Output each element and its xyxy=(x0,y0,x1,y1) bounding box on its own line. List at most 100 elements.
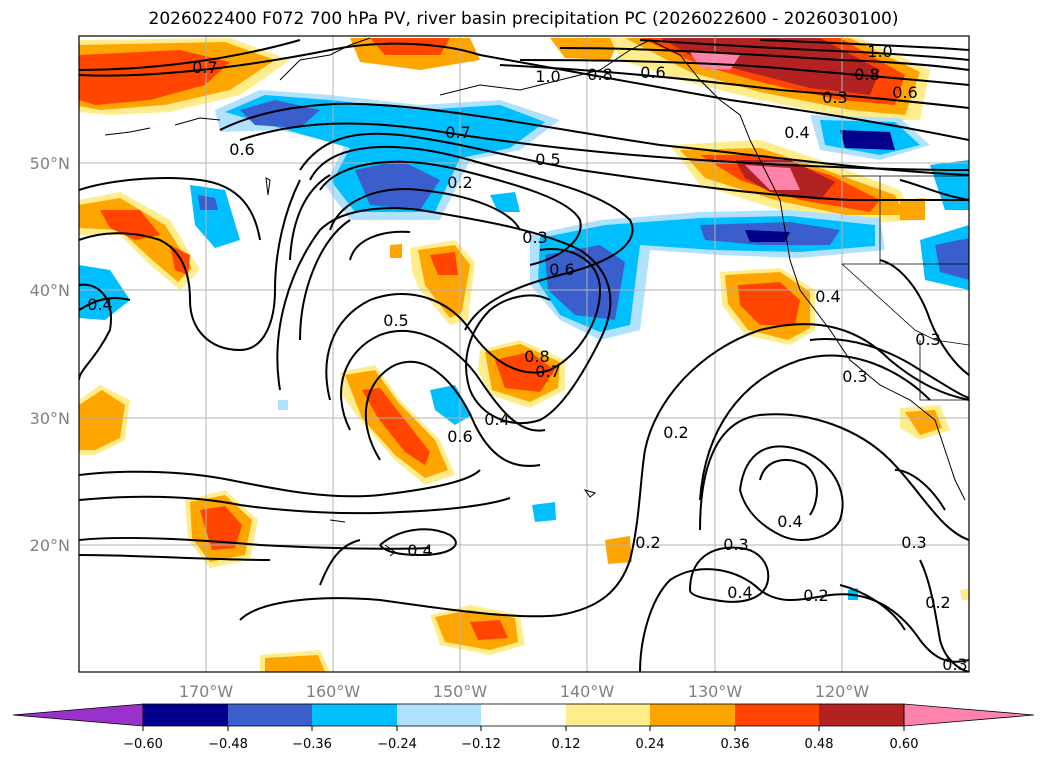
colorbar-tick-label: 0.36 xyxy=(721,737,750,752)
colorbar-tick-label: −0.36 xyxy=(292,737,332,752)
pv-contour-label: 0.4 xyxy=(777,512,802,531)
pv-contour-label: 0.2 xyxy=(925,593,950,612)
pv-contour-label: 0.3 xyxy=(942,655,967,674)
pv-contour-label: 0.8 xyxy=(524,347,549,366)
pv-contour-label: 0.5 xyxy=(535,150,560,169)
colorbar-swatch xyxy=(228,704,312,726)
longitude-labels: 170°W 160°W 150°W 140°W 130°W 120°W xyxy=(179,682,870,701)
pv-contour-label: 0.7 xyxy=(535,362,560,381)
pv-contour-label: 0.3 xyxy=(723,535,748,554)
pv-contour-label: 0.6 xyxy=(549,260,574,279)
colorbar-swatch xyxy=(143,704,228,726)
lon-label: 130°W xyxy=(688,682,743,701)
precip-positive-region xyxy=(418,245,470,318)
lat-label: 50°N xyxy=(30,154,70,173)
precip-negative-region xyxy=(430,385,472,425)
gridlines xyxy=(79,36,969,672)
precip-positive-region xyxy=(960,588,969,600)
lon-label: 120°W xyxy=(815,682,870,701)
figure-title: 2026022400 F072 700 hPa PV, river basin … xyxy=(148,9,899,29)
map-area: 0.7 1.0 0.8 0.6 1.0 0.8 0.6 0.3 0.4 0.7 … xyxy=(79,36,969,674)
pv-contour-label: 0.4 xyxy=(727,583,752,602)
pv-contour-label: 0.3 xyxy=(842,367,867,386)
colorbar-tick-label: 0.60 xyxy=(890,737,919,752)
pv-contour-label: 0.5 xyxy=(383,311,408,330)
colorbar-swatch xyxy=(819,704,904,726)
pv-contours xyxy=(79,39,969,672)
precip-positive-region xyxy=(79,50,230,105)
pv-contour-label: 0.3 xyxy=(822,88,847,107)
colorbar-frame xyxy=(142,703,905,727)
lat-label: 30°N xyxy=(30,409,70,428)
precip-positive-region xyxy=(745,165,800,190)
colorbar-tick-label: −0.12 xyxy=(461,737,501,752)
precip-shading xyxy=(79,38,969,672)
pv-contour-label: 0.4 xyxy=(87,295,112,314)
precip-negative-region xyxy=(532,502,556,522)
pv-contour-label: 0.3 xyxy=(901,533,926,552)
latitude-labels: 50°N 40°N 30°N 20°N xyxy=(30,154,70,555)
precip-negative-region xyxy=(745,230,790,242)
precip-positive-region xyxy=(900,198,925,220)
colorbar-swatch xyxy=(312,704,397,726)
colorbar-swatch xyxy=(397,704,481,726)
pv-contour-label: 0.4 xyxy=(815,287,840,306)
precip-negative-region xyxy=(840,130,895,150)
colorbar-tick-label: 0.48 xyxy=(805,737,834,752)
precip-positive-region xyxy=(362,388,430,465)
pv-contour-label: 0.8 xyxy=(854,65,879,84)
colorbar-tick-label: −0.48 xyxy=(208,737,248,752)
pv-contour-label: 1.0 xyxy=(867,42,892,61)
map-frame xyxy=(78,35,970,673)
precip-negative-region xyxy=(355,160,440,210)
colorbar-tick-label: −0.24 xyxy=(377,737,417,752)
precip-positive-region xyxy=(265,655,325,672)
pv-contour-label: 0.6 xyxy=(892,83,917,102)
pv-contour-label: 0.2 xyxy=(803,586,828,605)
colorbar-swatch xyxy=(735,704,819,726)
precip-negative-region xyxy=(490,192,520,212)
pv-contour-label: 0.8 xyxy=(587,65,612,84)
precip-positive-region xyxy=(390,244,402,258)
precip-negative-region xyxy=(198,195,218,210)
colorbar-ticks xyxy=(142,726,905,731)
precip-negative-region xyxy=(79,265,130,320)
precip-positive-region xyxy=(200,506,242,550)
colorbar-tick-label: −0.60 xyxy=(123,737,163,752)
lon-label: 150°W xyxy=(433,682,488,701)
pv-contour-label: 0.2 xyxy=(663,423,688,442)
colorbar-swatch xyxy=(12,703,144,727)
precip-negative-region xyxy=(278,400,288,410)
lat-label: 20°N xyxy=(30,536,70,555)
pv-contour-label: 0.7 xyxy=(445,123,470,142)
colorbar-swatch xyxy=(481,704,566,726)
pv-contour-labels: 0.7 1.0 0.8 0.6 1.0 0.8 0.6 0.3 0.4 0.7 … xyxy=(87,42,967,674)
precip-negative-region xyxy=(935,238,969,280)
colorbar-swatch xyxy=(566,704,650,726)
precip-positive-region xyxy=(905,410,942,435)
pv-contour-label: 0.6 xyxy=(640,63,665,82)
colorbar-swatch xyxy=(903,703,1035,727)
precip-positive-region xyxy=(370,38,450,55)
precip-positive-region xyxy=(605,536,632,564)
pv-contour-label: 0.4 xyxy=(484,410,509,429)
pv-contour-label: 0.4 xyxy=(407,541,432,560)
pv-contour-label: 0.4 xyxy=(784,123,809,142)
precip-positive-region xyxy=(430,252,458,275)
pv-contour-label: 0.6 xyxy=(229,140,254,159)
precip-positive-region xyxy=(738,282,800,325)
precip-negative-region xyxy=(225,95,545,212)
pv-contour-label: 0.2 xyxy=(447,173,472,192)
pv-contour-label: 0.7 xyxy=(192,58,217,77)
colorbar: −0.60 −0.48 −0.36 −0.24 −0.12 0.12 0.24 … xyxy=(12,703,1035,752)
lon-label: 160°W xyxy=(306,682,361,701)
pv-contour-label: 0.3 xyxy=(915,330,940,349)
colorbar-swatch xyxy=(650,704,735,726)
colorbar-tick-label: 0.12 xyxy=(552,737,581,752)
lon-label: 170°W xyxy=(179,682,234,701)
pv-contour-label: 1.0 xyxy=(535,67,560,86)
lat-label: 40°N xyxy=(30,281,70,300)
precip-negative-region xyxy=(545,245,625,320)
precip-positive-region xyxy=(100,210,160,240)
